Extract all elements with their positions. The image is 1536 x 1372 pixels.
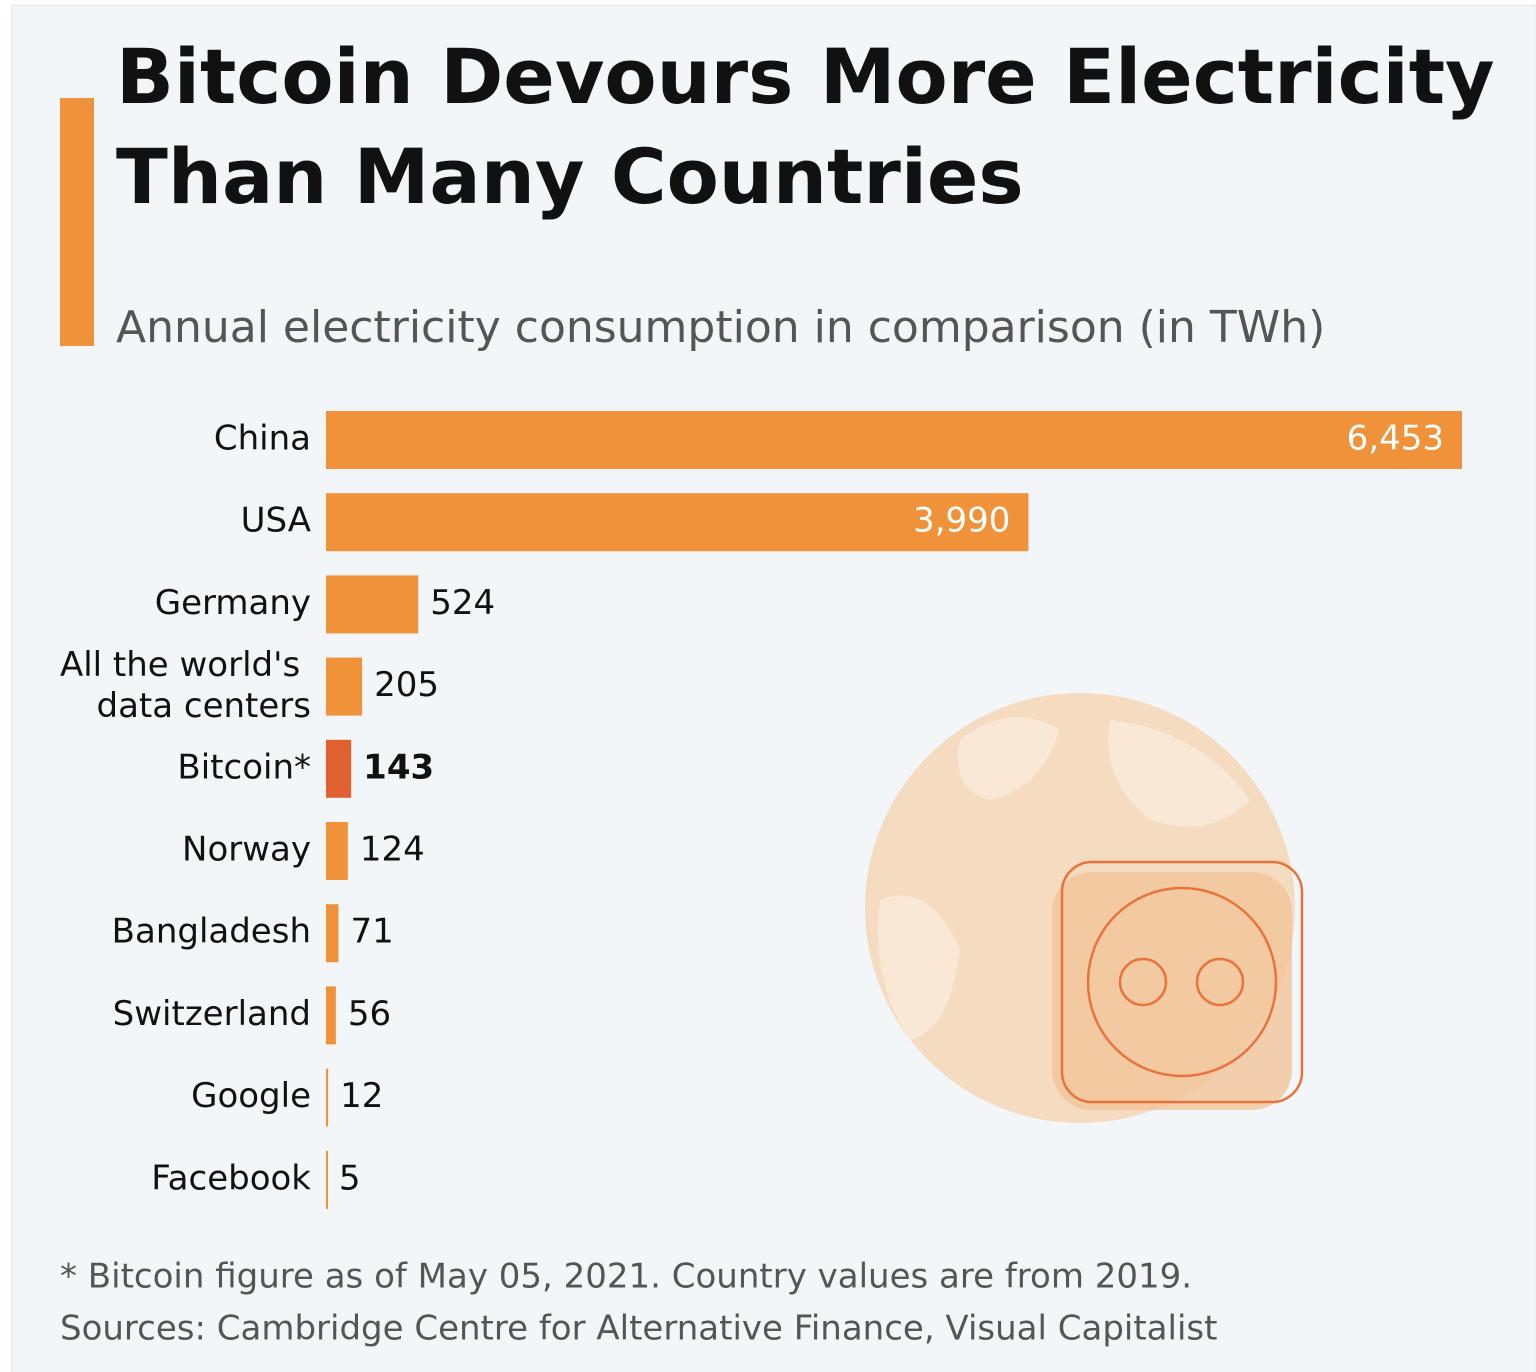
category-label: Google (191, 1076, 311, 1116)
value-label: 56 (348, 994, 391, 1034)
bar (326, 822, 348, 880)
panel (11, 4, 1536, 1372)
value-label: 12 (340, 1076, 383, 1116)
category-label: Bitcoin* (177, 747, 311, 787)
chart-title: Bitcoin Devours More Electricity Than Ma… (116, 32, 1521, 221)
category-label: USA (241, 501, 311, 541)
chart-subtitle: Annual electricity consumption in compar… (116, 302, 1325, 353)
bar (326, 411, 1462, 469)
category-label: Switzerland (113, 994, 311, 1034)
category-label: Norway (182, 830, 311, 870)
value-label: 143 (363, 747, 434, 787)
bar (326, 1068, 329, 1127)
category-label: Facebook (151, 1158, 311, 1198)
title-accent (60, 98, 94, 346)
value-label: 524 (430, 583, 495, 623)
bar (326, 904, 339, 963)
category-label: Germany (155, 583, 311, 623)
category-label: China (214, 419, 311, 459)
globe-illustration (865, 693, 1304, 1123)
value-label: 71 (350, 912, 393, 952)
bar (326, 739, 352, 798)
value-label: 205 (374, 665, 439, 705)
bar (326, 657, 363, 716)
value-label: 3,990 (913, 501, 1010, 541)
bar (326, 575, 419, 634)
category-label: All the world's data centers (60, 645, 311, 726)
footnote: * Bitcoin figure as of May 05, 2021. Cou… (60, 1257, 1192, 1297)
source: Sources: Cambridge Centre for Alternativ… (60, 1309, 1217, 1349)
value-label: 6,453 (1347, 419, 1444, 459)
bar (326, 1150, 328, 1209)
bar (326, 986, 336, 1045)
value-label: 5 (339, 1158, 361, 1198)
bar (326, 493, 1029, 552)
value-label: 124 (360, 830, 425, 870)
category-label: Bangladesh (112, 912, 311, 952)
